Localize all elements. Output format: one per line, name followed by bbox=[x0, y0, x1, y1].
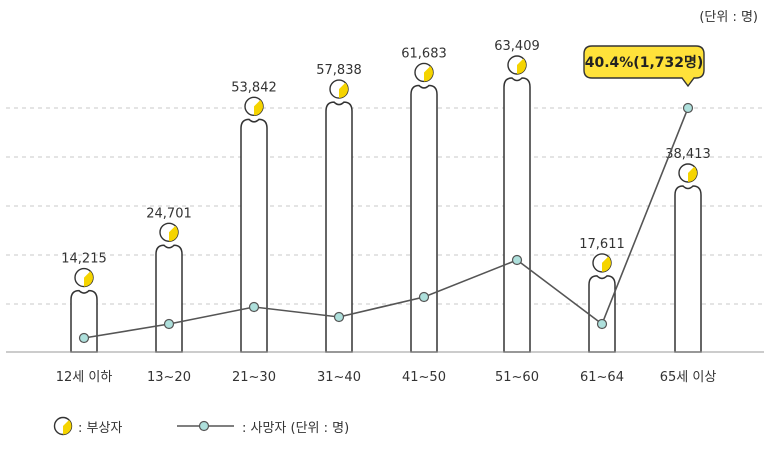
unit-label: (단위 : 명) bbox=[699, 10, 758, 25]
deaths-line bbox=[83, 107, 689, 339]
x-tick-label: 13~20 bbox=[147, 370, 191, 385]
legend-injured-label: : 부상자 bbox=[78, 421, 123, 436]
deaths-point bbox=[418, 291, 430, 303]
bar-head-fill bbox=[169, 225, 179, 242]
bar-head-fill bbox=[424, 66, 433, 82]
data-label: 61,683 bbox=[401, 46, 447, 61]
deaths-point bbox=[248, 301, 260, 313]
deaths-point bbox=[78, 332, 90, 344]
legend-injured-icon bbox=[53, 416, 73, 436]
bar bbox=[325, 101, 353, 353]
bar-head-fill bbox=[339, 82, 348, 99]
bar-head-fill bbox=[254, 99, 263, 116]
legend: : 부상자 : 사망자 (단위 : 명) bbox=[52, 414, 472, 440]
x-tick-label: 65세 이상 bbox=[660, 370, 717, 385]
x-tick-label: 51~60 bbox=[495, 370, 539, 385]
deaths-point bbox=[596, 318, 608, 330]
chart: 14,215 12세 이하 24,701 13~20 53,842 21~30 57,838… bbox=[6, 39, 764, 385]
data-label: 53,842 bbox=[231, 80, 277, 95]
bar bbox=[503, 77, 531, 353]
data-label: 17,611 bbox=[579, 237, 625, 252]
data-label: 24,701 bbox=[146, 206, 192, 221]
bar bbox=[155, 244, 183, 353]
bar-head-fill bbox=[84, 271, 93, 287]
legend-deaths-icon bbox=[177, 420, 234, 432]
data-label: 63,409 bbox=[494, 39, 540, 54]
deaths-point bbox=[333, 311, 345, 323]
x-tick-label: 12세 이하 bbox=[56, 370, 113, 385]
bar bbox=[240, 118, 268, 353]
x-tick-label: 61~64 bbox=[580, 370, 624, 385]
deaths-point bbox=[163, 318, 175, 330]
deaths-point bbox=[682, 102, 694, 114]
bar-head-fill bbox=[517, 58, 526, 74]
x-tick-label: 31~40 bbox=[317, 370, 361, 385]
x-tick-label: 21~30 bbox=[232, 370, 276, 385]
bar-head-fill bbox=[602, 256, 611, 272]
callout-bubble bbox=[583, 45, 705, 88]
legend-deaths-label: : 사망자 (단위 : 명) bbox=[242, 421, 350, 436]
x-tick-label: 41~50 bbox=[402, 370, 446, 385]
bar-head-fill bbox=[688, 166, 697, 183]
callout-text: 40.4%(1,732명) bbox=[585, 54, 704, 71]
data-label: 38,413 bbox=[665, 147, 711, 162]
data-label: 57,838 bbox=[316, 63, 362, 78]
bar bbox=[588, 275, 616, 353]
bar bbox=[674, 185, 702, 353]
data-label: 14,215 bbox=[61, 252, 107, 267]
deaths-point bbox=[511, 254, 523, 266]
bar bbox=[410, 84, 438, 353]
